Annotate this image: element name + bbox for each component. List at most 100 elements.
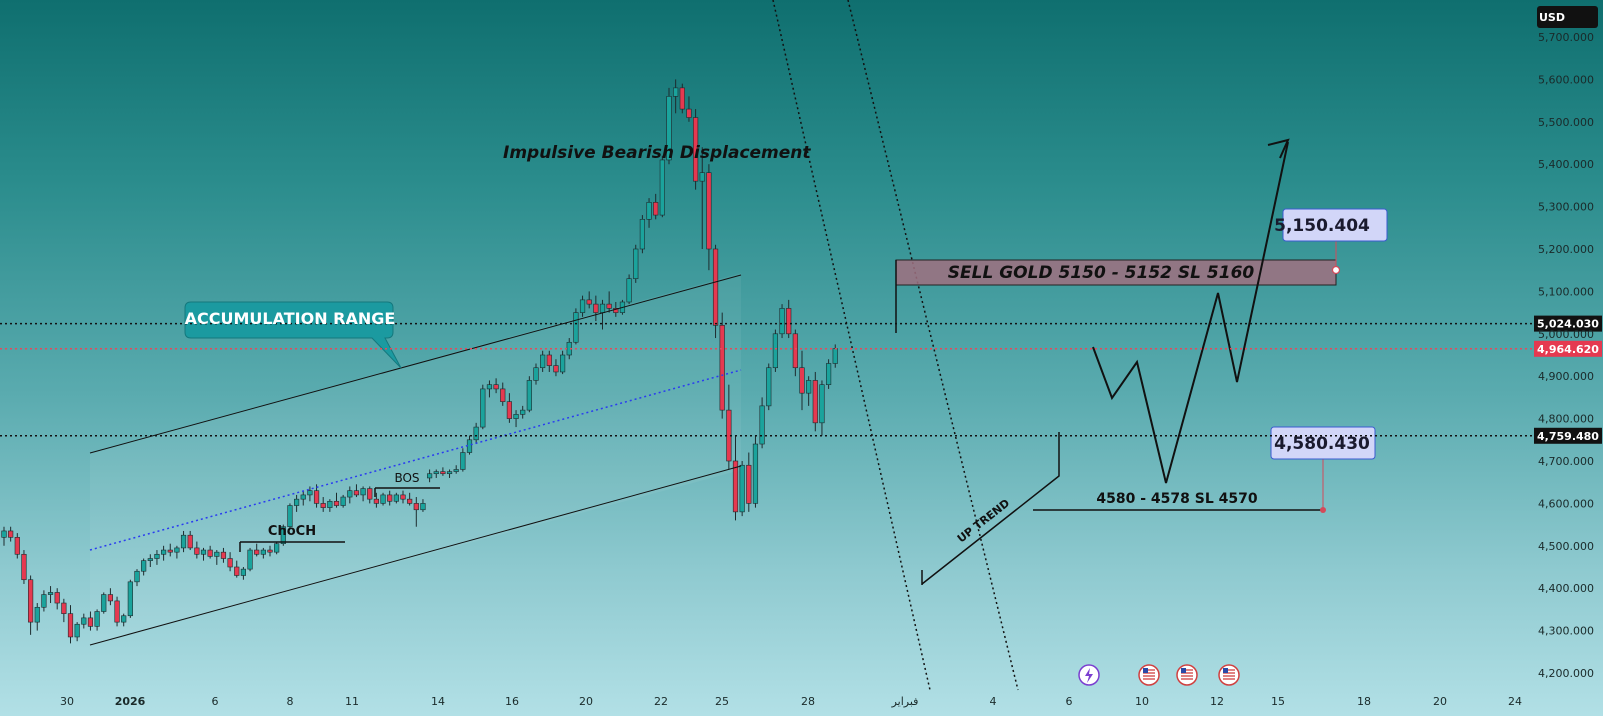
candle (486, 380, 493, 398)
uptrend-label: UP TREND (955, 497, 1012, 546)
candle (94, 609, 100, 631)
candle (819, 380, 825, 436)
candle (307, 486, 313, 502)
candle (772, 329, 778, 372)
candle-body (639, 219, 645, 250)
candle (473, 422, 479, 445)
x-tick-label: 18 (1357, 695, 1371, 708)
candle-body (94, 611, 100, 627)
currency-label: USD (1539, 11, 1565, 24)
candle (347, 486, 353, 504)
x-tick-label: 4 (990, 695, 997, 708)
candle-body (533, 367, 539, 381)
candle-body (706, 172, 712, 250)
candle-body (333, 500, 340, 506)
candle (686, 96, 692, 122)
x-tick-label: 22 (654, 695, 668, 708)
candle (520, 405, 526, 419)
candle-body (779, 308, 785, 335)
candle (34, 603, 40, 631)
candle (413, 497, 419, 527)
x-tick-label: فبراير (891, 695, 919, 708)
candle-body (606, 303, 612, 309)
price-line-value: 5,024.030 (1537, 318, 1599, 331)
candle-body (227, 558, 233, 568)
candle (692, 109, 699, 190)
candle (546, 350, 552, 372)
candle-body (373, 498, 380, 504)
candle (313, 484, 320, 508)
candle (759, 397, 765, 449)
candle (593, 295, 599, 322)
candle-body (287, 505, 293, 528)
candle (387, 490, 393, 506)
candle (446, 469, 453, 478)
candle (14, 533, 20, 559)
candle-body (732, 460, 739, 513)
event-ring (1176, 664, 1198, 686)
candle (154, 550, 160, 565)
event-us-flag-icon[interactable] (1138, 664, 1160, 686)
candle-body (174, 547, 180, 553)
candle (293, 494, 300, 512)
candles[interactable] (1, 79, 838, 644)
candle-body (280, 526, 286, 544)
price-axis: 5,700.000 5,600.000 5,500.000 5,400.000 5,30… (1537, 6, 1598, 680)
candle-body (679, 87, 685, 110)
candle (27, 575, 34, 635)
candle-body (699, 172, 705, 182)
candle-body (493, 384, 499, 390)
event-icons[interactable] (1078, 664, 1240, 686)
candle (440, 467, 446, 476)
candle-body (712, 248, 719, 326)
event-us-flag-icon[interactable] (1176, 664, 1198, 686)
candle-body (327, 500, 333, 508)
y-tick-label: 4,800.000 (1538, 413, 1594, 426)
candle-body (74, 623, 80, 638)
candle (573, 308, 579, 345)
candle-body (274, 543, 280, 553)
candle (460, 448, 466, 472)
candle (579, 295, 586, 317)
y-tick-label: 5,300.000 (1538, 201, 1594, 214)
candle (180, 530, 187, 553)
candle-body (187, 534, 193, 549)
event-us-flag-icon[interactable] (1218, 664, 1240, 686)
candle (161, 545, 167, 561)
candle-body (247, 549, 253, 570)
x-tick-label: 30 (60, 695, 74, 708)
candle-body (260, 549, 266, 555)
candle (493, 378, 499, 394)
price-line-badge (1534, 315, 1602, 332)
candle-body (407, 498, 413, 504)
x-tick-label: 20 (1433, 695, 1447, 708)
y-tick-label: 4,600.000 (1538, 497, 1594, 510)
candle-body (513, 414, 519, 419)
candle-body (526, 380, 532, 411)
candle (8, 526, 14, 542)
candle (81, 613, 87, 629)
candle-body (832, 348, 838, 364)
event-flash-icon[interactable] (1078, 664, 1100, 686)
candle (220, 547, 227, 563)
candle (41, 590, 47, 612)
candle (825, 359, 832, 389)
flag-canton (1143, 668, 1148, 673)
y-tick-label: 5,700.000 (1538, 31, 1594, 44)
candle-body (234, 566, 240, 576)
candle-body (593, 303, 599, 313)
candle-body (393, 494, 399, 502)
candle (47, 586, 54, 604)
flag-canton (1223, 668, 1228, 673)
candle (267, 545, 273, 557)
event-ring (1218, 664, 1240, 686)
candle (679, 83, 685, 114)
candle (659, 155, 665, 218)
candle-body (41, 594, 47, 608)
candle (433, 469, 439, 478)
x-tick-label: 11 (345, 695, 359, 708)
x-tick-label: 28 (801, 695, 815, 708)
candle (400, 490, 406, 504)
candle-body (194, 547, 200, 555)
